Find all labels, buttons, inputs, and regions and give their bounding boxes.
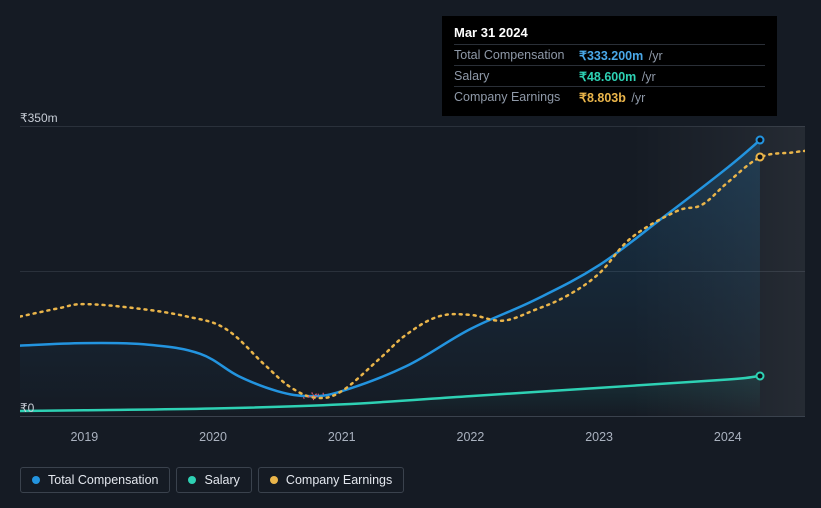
gridline xyxy=(20,416,805,417)
tooltip-label: Total Compensation xyxy=(454,48,579,63)
end-marker-company_earnings xyxy=(755,153,764,162)
legend-dot-icon xyxy=(188,476,196,484)
legend-item[interactable]: Company Earnings xyxy=(258,467,404,493)
tooltip-value: ₹48.600m /yr xyxy=(579,69,656,84)
plot-area[interactable] xyxy=(20,126,805,416)
chart-tooltip: Mar 31 2024 Total Compensation₹333.200m … xyxy=(442,16,777,116)
compensation-chart: Mar 31 2024 Total Compensation₹333.200m … xyxy=(0,0,821,508)
x-axis: 2019 2020 2021 2022 2023 2024 xyxy=(20,430,805,450)
legend-label: Total Compensation xyxy=(48,473,158,487)
legend: Total Compensation Salary Company Earnings xyxy=(20,467,404,493)
legend-label: Salary xyxy=(204,473,239,487)
tooltip-label: Salary xyxy=(454,69,579,84)
tooltip-unit: /yr xyxy=(645,49,662,63)
x-tick-label: 2024 xyxy=(714,430,742,444)
plot-svg xyxy=(20,126,805,416)
x-tick-label: 2022 xyxy=(457,430,485,444)
end-marker-total_compensation xyxy=(755,136,764,145)
legend-item[interactable]: Total Compensation xyxy=(20,467,170,493)
end-marker-salary xyxy=(755,371,764,380)
legend-item[interactable]: Salary xyxy=(176,467,251,493)
tooltip-label: Company Earnings xyxy=(454,90,579,105)
y-tick-label: ₹350m xyxy=(20,111,58,125)
tooltip-unit: /yr xyxy=(638,70,655,84)
y-tick-label: ₹0 xyxy=(20,401,34,415)
legend-dot-icon xyxy=(32,476,40,484)
legend-label: Company Earnings xyxy=(286,473,392,487)
tooltip-unit: /yr xyxy=(628,91,645,105)
tooltip-row: Company Earnings₹8.803b /yr xyxy=(454,86,765,107)
x-tick-label: 2019 xyxy=(70,430,98,444)
tooltip-row: Total Compensation₹333.200m /yr xyxy=(454,44,765,65)
tooltip-value: ₹8.803b /yr xyxy=(579,90,645,105)
x-tick-label: 2021 xyxy=(328,430,356,444)
x-tick-label: 2023 xyxy=(585,430,613,444)
tooltip-row: Salary₹48.600m /yr xyxy=(454,65,765,86)
tooltip-date: Mar 31 2024 xyxy=(454,25,765,40)
x-tick-label: 2020 xyxy=(199,430,227,444)
tooltip-value: ₹333.200m /yr xyxy=(579,48,663,63)
legend-dot-icon xyxy=(270,476,278,484)
